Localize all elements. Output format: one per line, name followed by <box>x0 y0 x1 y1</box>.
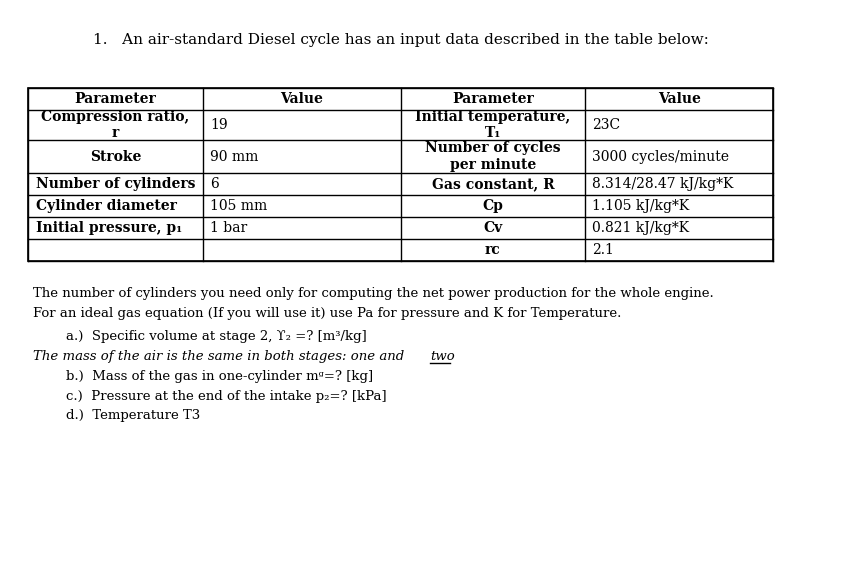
Text: Number of cycles
per minute: Number of cycles per minute <box>425 141 561 172</box>
Text: The mass of the air is the same in both stages: one and: The mass of the air is the same in both … <box>33 349 408 362</box>
Text: 1.   An air-standard Diesel cycle has an input data described in the table below: 1. An air-standard Diesel cycle has an i… <box>93 33 709 47</box>
Text: Value: Value <box>280 92 323 106</box>
Text: 1 bar: 1 bar <box>210 221 248 235</box>
Text: d.)  Temperature T3: d.) Temperature T3 <box>66 409 200 423</box>
Text: Initial pressure, p₁: Initial pressure, p₁ <box>36 221 182 235</box>
Text: 0.821 kJ/kg*K: 0.821 kJ/kg*K <box>592 221 689 235</box>
Text: 6: 6 <box>210 177 219 191</box>
Text: Stroke: Stroke <box>90 149 141 163</box>
Text: 23C: 23C <box>592 118 620 132</box>
Text: The number of cylinders you need only for computing the net power production for: The number of cylinders you need only fo… <box>33 286 714 299</box>
Text: For an ideal gas equation (If you will use it) use Pa for pressure and K for Tem: For an ideal gas equation (If you will u… <box>33 306 621 319</box>
Text: two: two <box>430 349 454 362</box>
Text: 1.105 kJ/kg*K: 1.105 kJ/kg*K <box>592 199 689 213</box>
Bar <box>28 88 774 261</box>
Text: Cp: Cp <box>483 199 503 213</box>
Text: Cv: Cv <box>483 221 502 235</box>
Text: Parameter: Parameter <box>75 92 157 106</box>
Text: 8.314/28.47 kJ/kg*K: 8.314/28.47 kJ/kg*K <box>592 177 734 191</box>
Text: 19: 19 <box>210 118 228 132</box>
Text: Cylinder diameter: Cylinder diameter <box>36 199 177 213</box>
Text: 90 mm: 90 mm <box>210 149 259 163</box>
Text: rc: rc <box>485 243 500 257</box>
Text: a.)  Specific volume at stage 2, ϒ₂ =? [m³/kg]: a.) Specific volume at stage 2, ϒ₂ =? [m… <box>66 329 367 342</box>
Text: c.)  Pressure at the end of the intake p₂=? [kPa]: c.) Pressure at the end of the intake p₂… <box>66 389 386 403</box>
Text: Compression ratio,
r: Compression ratio, r <box>42 110 190 140</box>
Text: Parameter: Parameter <box>452 92 534 106</box>
Text: 2.1: 2.1 <box>592 243 614 257</box>
Text: 105 mm: 105 mm <box>210 199 267 213</box>
Text: Initial temperature,
T₁: Initial temperature, T₁ <box>415 110 570 140</box>
Text: Gas constant, R: Gas constant, R <box>431 177 554 191</box>
Text: b.)  Mass of the gas in one-cylinder mᵍ=? [kg]: b.) Mass of the gas in one-cylinder mᵍ=?… <box>66 369 373 383</box>
Text: 3000 cycles/minute: 3000 cycles/minute <box>592 149 729 163</box>
Text: Value: Value <box>658 92 700 106</box>
Text: Number of cylinders: Number of cylinders <box>36 177 196 191</box>
